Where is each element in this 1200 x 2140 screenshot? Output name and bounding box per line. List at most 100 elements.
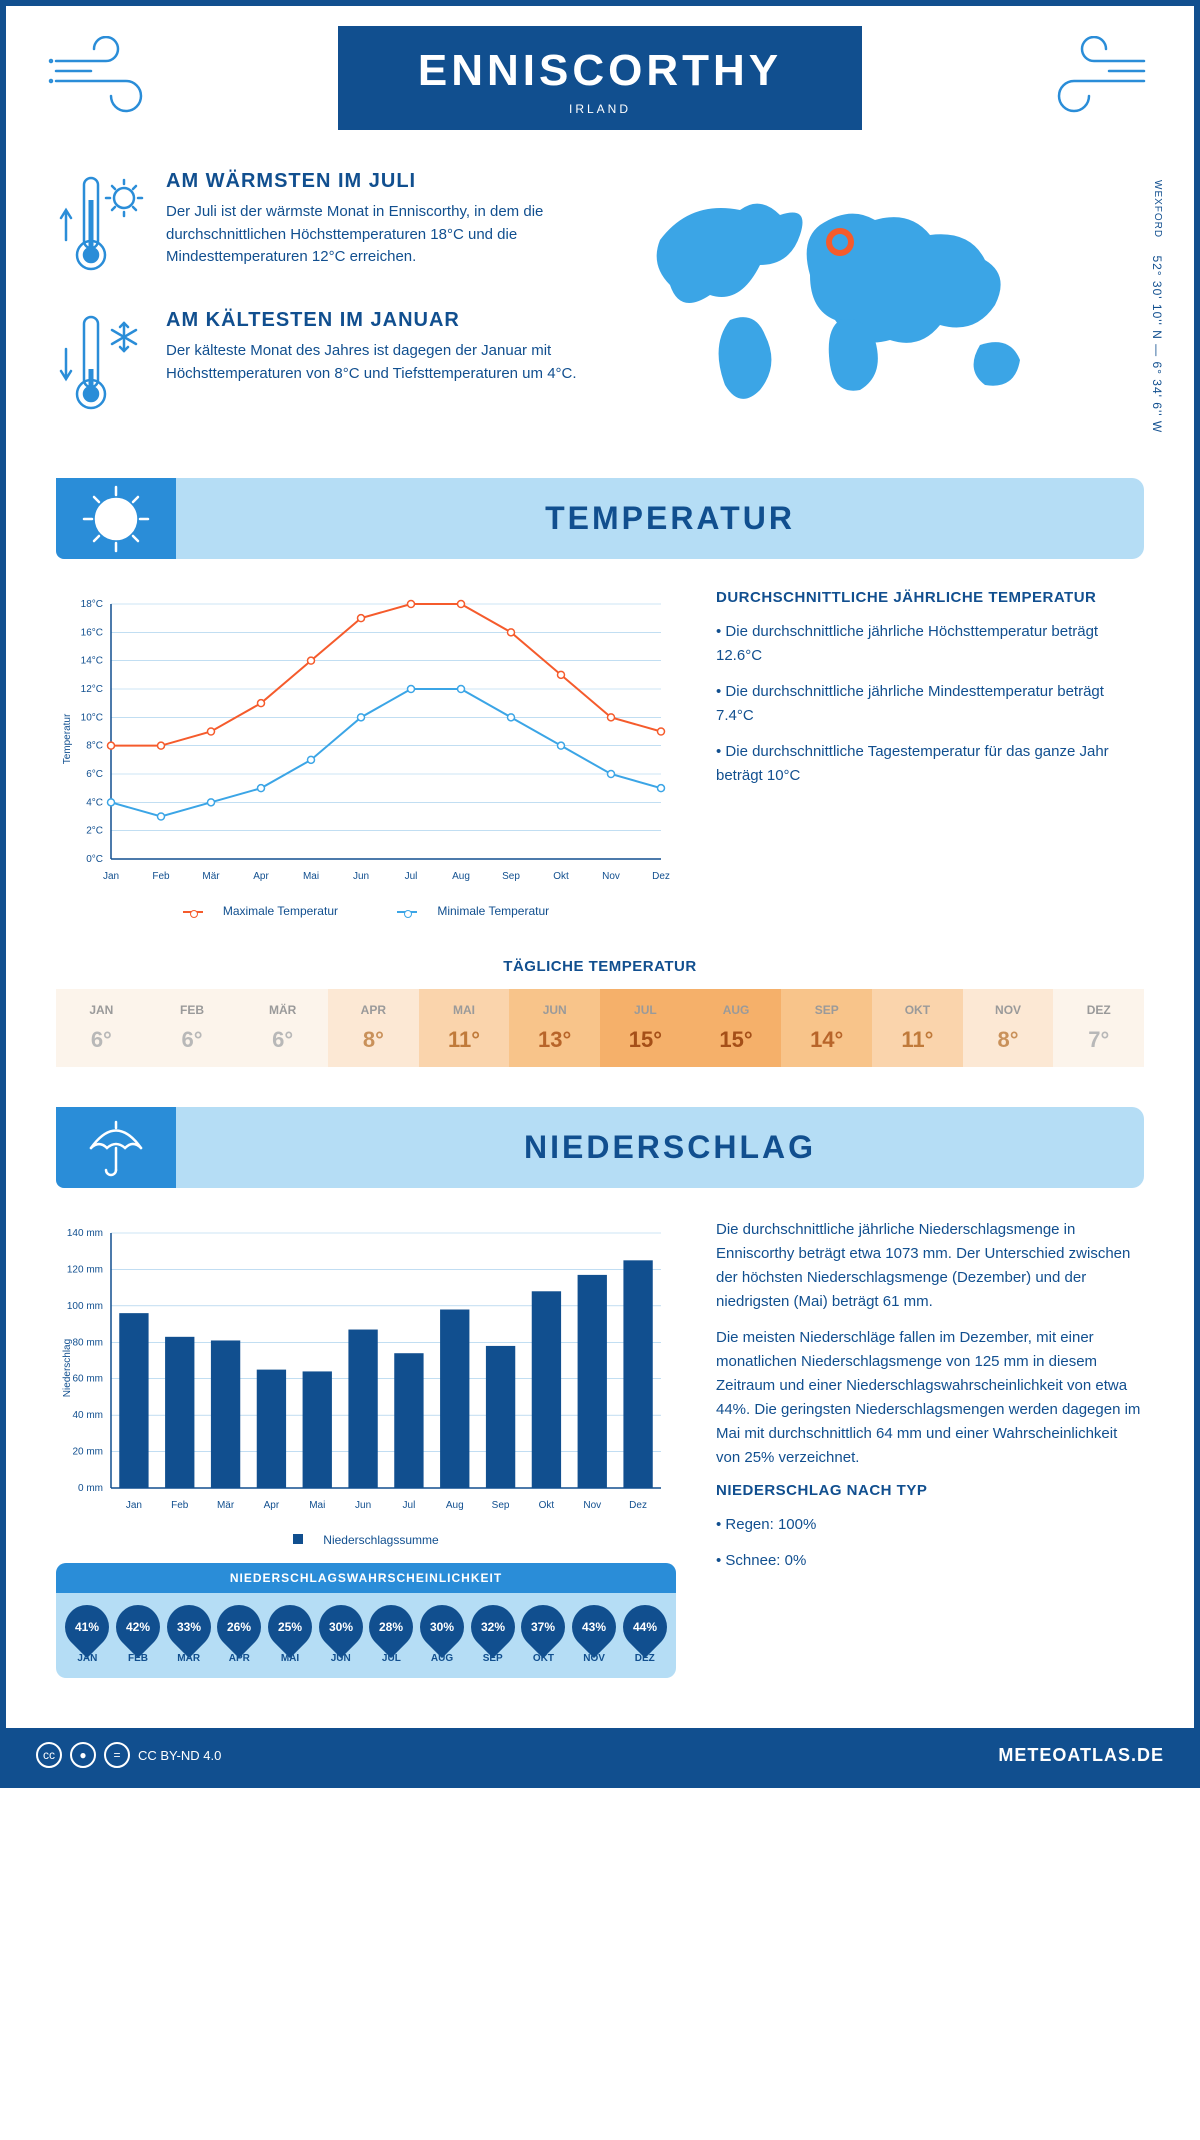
drop-cell: 42%FEB [113,1605,164,1664]
thermometer-sun-icon [56,170,146,285]
legend-max: Maximale Temperatur [223,904,338,918]
intro-section: AM WÄRMSTEN IM JULI Der Juli ist der wär… [6,160,1194,478]
temp-info-b2: • Die durchschnittliche jährliche Mindes… [716,680,1144,728]
wind-icon [46,36,166,121]
temperature-row: 0°C2°C4°C6°C8°C10°C12°C14°C16°C18°CJanFe… [6,559,1194,948]
month-cell: JUL15° [600,989,691,1067]
license-block: cc ● = CC BY-ND 4.0 [36,1742,221,1768]
legend-min: Minimale Temperatur [437,904,549,918]
temperature-heading: TEMPERATUR [196,500,1144,537]
drop-cell: 32%SEP [467,1605,518,1664]
warm-fact: AM WÄRMSTEN IM JULI Der Juli ist der wär… [56,170,580,285]
drop-cell: 37%OKT [518,1605,569,1664]
drop-cell: 30%JUN [315,1605,366,1664]
svg-text:Dez: Dez [629,1500,647,1511]
svg-text:18°C: 18°C [81,599,103,610]
coordinates: WEXFORD 52° 30' 10'' N — 6° 34' 6'' W [1150,180,1164,433]
month-cell: MAI11° [419,989,510,1067]
drop-cell: 25%MAI [265,1605,316,1664]
svg-text:6°C: 6°C [86,769,103,780]
drop-cell: 28%JUL [366,1605,417,1664]
svg-text:Mär: Mär [202,871,220,882]
sun-icon [56,478,176,559]
cc-icon: cc [36,1742,62,1768]
brand-label: METEOATLAS.DE [998,1745,1164,1766]
precip-probability-panel: NIEDERSCHLAGSWAHRSCHEINLICHKEIT 41%JAN42… [56,1563,676,1678]
legend-precip: Niederschlagssumme [323,1533,438,1547]
temp-info-b1: • Die durchschnittliche jährliche Höchst… [716,620,1144,668]
svg-text:Mai: Mai [303,871,319,882]
svg-text:Niederschlag: Niederschlag [62,1339,73,1397]
daily-temp-grid: JAN6°FEB6°MÄR6°APR8°MAI11°JUN13°JUL15°AU… [56,989,1144,1067]
precip-p1: Die durchschnittliche jährliche Niedersc… [716,1218,1144,1314]
svg-text:0°C: 0°C [86,854,103,865]
license-text: CC BY-ND 4.0 [138,1748,221,1763]
precipitation-row: 0 mm20 mm40 mm60 mm80 mm100 mm120 mm140 … [6,1188,1194,1708]
svg-text:10°C: 10°C [81,712,103,723]
svg-text:Jan: Jan [103,871,119,882]
month-cell: NOV8° [963,989,1054,1067]
month-cell: FEB6° [147,989,238,1067]
svg-text:Dez: Dez [652,871,670,882]
temperature-section-header: TEMPERATUR [56,478,1144,559]
precipitation-chart: 0 mm20 mm40 mm60 mm80 mm100 mm120 mm140 … [56,1218,676,1678]
by-icon: ● [70,1742,96,1768]
header: ENNISCORTHY IRLAND [6,6,1194,160]
month-cell: OKT11° [872,989,963,1067]
cold-text: Der kälteste Monat des Jahres ist dagege… [166,340,580,385]
month-cell: JUN13° [509,989,600,1067]
temp-info-heading: DURCHSCHNITTLICHE JÄHRLICHE TEMPERATUR [716,589,1144,606]
umbrella-icon [56,1107,176,1188]
month-cell: SEP14° [781,989,872,1067]
precipitation-section-header: NIEDERSCHLAG [56,1107,1144,1188]
svg-text:Jun: Jun [355,1500,371,1511]
svg-text:Jan: Jan [126,1500,142,1511]
drop-cell: 30%AUG [417,1605,468,1664]
svg-text:Apr: Apr [253,871,269,882]
svg-text:40 mm: 40 mm [72,1410,103,1421]
svg-text:Feb: Feb [171,1500,189,1511]
month-cell: DEZ7° [1053,989,1144,1067]
svg-text:16°C: 16°C [81,627,103,638]
svg-text:0 mm: 0 mm [78,1483,103,1494]
month-cell: APR8° [328,989,419,1067]
temp-legend: Maximale Temperatur Minimale Temperatur [56,904,676,918]
month-cell: MÄR6° [237,989,328,1067]
svg-text:60 mm: 60 mm [72,1374,103,1385]
nd-icon: = [104,1742,130,1768]
precip-type-heading: NIEDERSCHLAG NACH TYP [716,1482,1144,1499]
svg-text:20 mm: 20 mm [72,1447,103,1458]
svg-text:Sep: Sep [492,1500,510,1511]
svg-text:Feb: Feb [152,871,170,882]
svg-text:140 mm: 140 mm [67,1228,103,1239]
month-cell: JAN6° [56,989,147,1067]
daily-temp-title: TÄGLICHE TEMPERATUR [6,958,1194,975]
svg-text:Okt: Okt [539,1500,555,1511]
svg-text:Jun: Jun [353,871,369,882]
precip-prob-drops: 41%JAN42%FEB33%MÄR26%APR25%MAI30%JUN28%J… [56,1593,676,1668]
svg-text:Sep: Sep [502,871,520,882]
page: ENNISCORTHY IRLAND AM WÄRMSTEN IM JULI D… [0,0,1200,1788]
title-block: ENNISCORTHY IRLAND [338,26,862,130]
region-label: WEXFORD [1152,180,1163,238]
precipitation-heading: NIEDERSCHLAG [196,1129,1144,1166]
svg-text:2°C: 2°C [86,826,103,837]
temp-info-b3: • Die durchschnittliche Tagestemperatur … [716,740,1144,788]
intro-facts: AM WÄRMSTEN IM JULI Der Juli ist der wär… [56,170,580,448]
svg-text:14°C: 14°C [81,656,103,667]
month-cell: AUG15° [691,989,782,1067]
svg-text:Aug: Aug [446,1500,464,1511]
drop-cell: 26%APR [214,1605,265,1664]
svg-text:Temperatur: Temperatur [62,713,73,764]
svg-text:Aug: Aug [452,871,470,882]
svg-text:100 mm: 100 mm [67,1301,103,1312]
drop-cell: 44%DEZ [619,1605,670,1664]
cold-title: AM KÄLTESTEN IM JANUAR [166,309,580,332]
warm-text: Der Juli ist der wärmste Monat in Ennisc… [166,201,580,269]
svg-text:Nov: Nov [583,1500,601,1511]
svg-text:Apr: Apr [264,1500,280,1511]
drop-cell: 43%NOV [569,1605,620,1664]
svg-text:8°C: 8°C [86,741,103,752]
svg-text:120 mm: 120 mm [67,1264,103,1275]
precip-p2: Die meisten Niederschläge fallen im Deze… [716,1326,1144,1470]
